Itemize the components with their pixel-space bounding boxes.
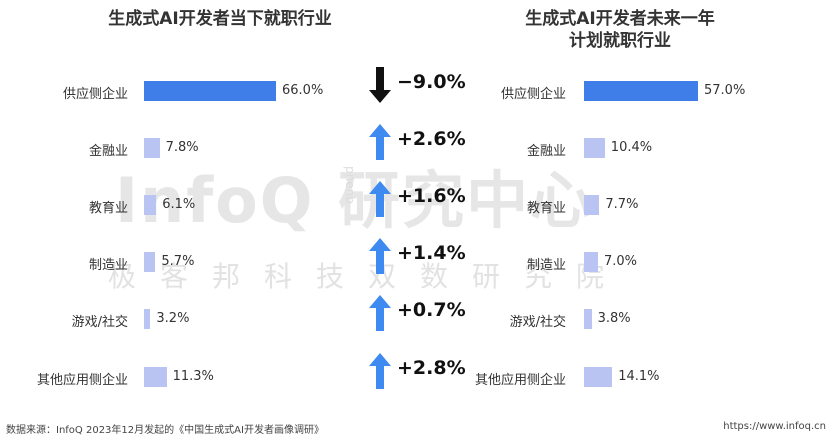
right-bar-0 (584, 81, 698, 101)
up-arrow-icon-2 (369, 181, 391, 217)
right-value-label-3: 7.0% (604, 254, 638, 269)
up-arrow-icon-5 (369, 353, 391, 389)
right-bar-3 (584, 252, 598, 272)
right-chart-title: 生成式AI开发者未来一年 计划就职行业 (525, 9, 715, 51)
watermark-main: InfoQ 研究中心 (115, 164, 595, 237)
left-bar-2 (144, 195, 157, 215)
right-value-label-1: 10.4% (610, 140, 653, 155)
left-value-label-0: 66.0% (282, 83, 324, 98)
left-value-label-1: 7.8% (165, 140, 199, 155)
right-value-label-4: 3.8% (597, 311, 631, 326)
left-bar-3 (144, 252, 156, 272)
watermark-small: pnenb (343, 166, 357, 204)
left-change-label-4: +0.7% (397, 299, 466, 321)
left-category-label-0: 供应侧企业 (62, 87, 128, 102)
right-value-label-5: 14.1% (618, 369, 660, 384)
footer-source: 数据来源：InfoQ 2023年12月发起的《中国生成式AI开发者画像调研》 (6, 425, 324, 436)
left-bar-1 (144, 138, 160, 158)
right-category-label-3: 制造业 (526, 258, 566, 273)
left-category-label-1: 金融业 (88, 144, 128, 159)
right-category-label-4: 游戏/社交 (509, 315, 566, 330)
left-change-label-5: +2.8% (397, 357, 466, 379)
left-change-label-3: +1.4% (397, 242, 466, 264)
right-category-label-0: 供应侧企业 (500, 87, 566, 102)
left-change-label-1: +2.6% (397, 128, 466, 150)
left-value-label-5: 11.3% (172, 369, 214, 384)
right-category-label-5: 其他应用侧企业 (474, 373, 566, 388)
right-value-label-2: 7.7% (605, 197, 639, 212)
right-bar-5 (584, 367, 613, 387)
left-category-label-2: 教育业 (88, 201, 128, 216)
left-value-label-2: 6.1% (162, 197, 196, 212)
left-category-label-4: 游戏/社交 (71, 315, 128, 330)
left-value-label-3: 5.7% (161, 254, 195, 269)
right-category-label-1: 金融业 (526, 144, 566, 159)
right-value-label-0: 57.0% (704, 83, 746, 98)
up-arrow-icon-3 (369, 238, 391, 274)
left-change-label-2: +1.6% (397, 185, 466, 207)
left-value-label-4: 3.2% (156, 311, 190, 326)
left-category-label-5: 其他应用侧企业 (36, 373, 128, 388)
left-bar-5 (144, 367, 167, 387)
left-bar-4 (144, 309, 151, 329)
up-arrow-icon-4 (369, 295, 391, 331)
left-category-label-3: 制造业 (88, 258, 128, 273)
down-arrow-icon-0 (369, 67, 391, 103)
right-bar-4 (584, 309, 592, 329)
right-bar-1 (584, 138, 605, 158)
right-bar-2 (584, 195, 600, 215)
footer-url[interactable]: https://www.infoq.cn (723, 421, 826, 432)
left-chart-title: 生成式AI开发者当下就职行业 (108, 9, 332, 29)
right-category-label-2: 教育业 (526, 201, 566, 216)
up-arrow-icon-1 (369, 124, 391, 160)
left-change-label-0: −9.0% (397, 71, 466, 93)
left-bar-0 (144, 81, 276, 101)
